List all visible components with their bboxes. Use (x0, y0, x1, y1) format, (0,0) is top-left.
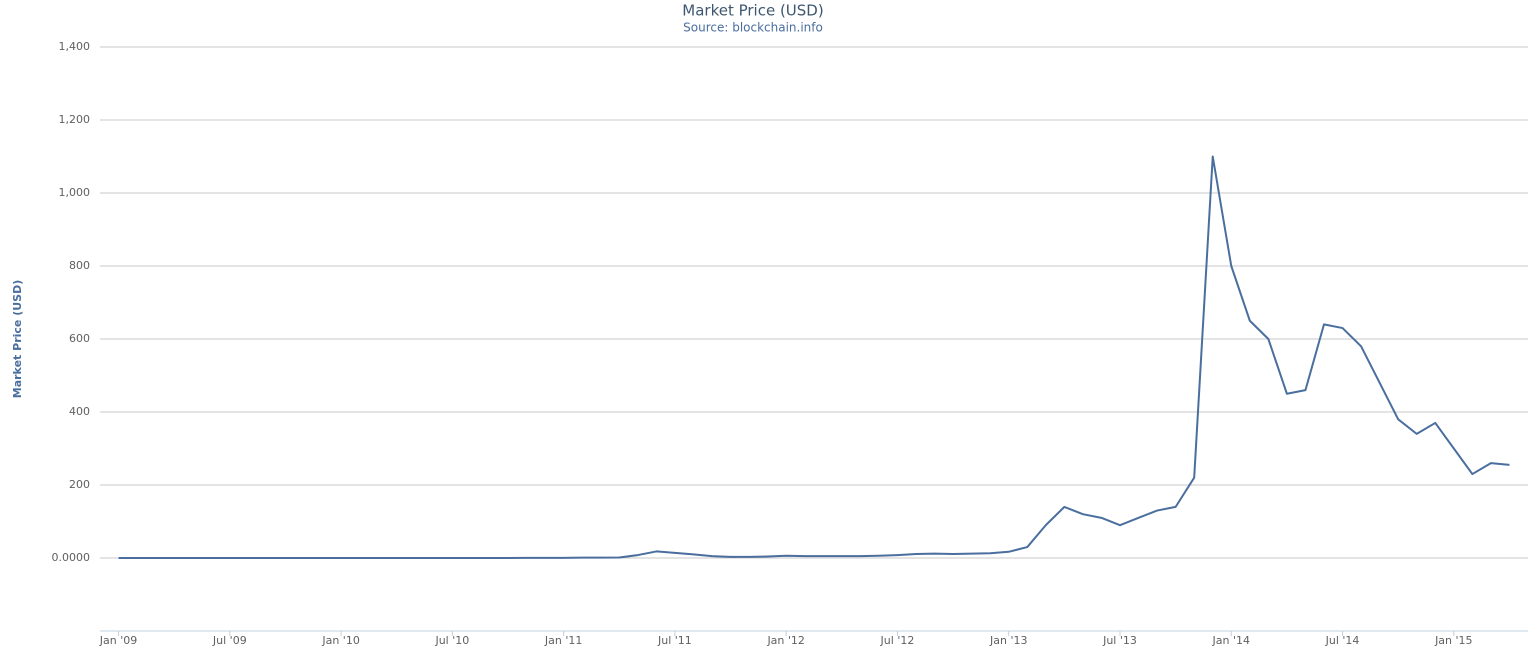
x-tick-label: Jan '11 (544, 634, 582, 647)
x-tick-label: Jan '13 (989, 634, 1027, 647)
y-tick-label: 0.0000 (52, 551, 91, 564)
price-line (118, 155, 1510, 559)
x-tick-label: Jul '13 (1102, 634, 1137, 647)
x-tick-label: Jan '10 (321, 634, 359, 647)
x-tick-label: Jan '12 (766, 634, 804, 647)
y-tick-label: 1,200 (59, 113, 91, 126)
chart-subtitle: Source: blockchain.info (683, 21, 823, 35)
y-tick-label: 1,400 (59, 40, 91, 53)
y-axis-label: Market Price (USD) (11, 280, 24, 398)
x-tick-label: Jan '15 (1434, 634, 1472, 647)
x-tick-label: Jul '09 (212, 634, 247, 647)
x-tick-label: Jan '09 (99, 634, 137, 647)
x-tick-label: Jul '11 (657, 634, 692, 647)
chart-title: Market Price (USD) (682, 2, 823, 20)
y-tick-label: 200 (69, 478, 90, 491)
y-tick-label: 400 (69, 405, 90, 418)
x-tick-label: Jul '14 (1325, 634, 1360, 647)
y-tick-label: 600 (69, 332, 90, 345)
y-tick-label: 800 (69, 259, 90, 272)
x-tick-label: Jul '10 (434, 634, 469, 647)
y-tick-label: 1,000 (59, 186, 91, 199)
x-tick-label: Jul '12 (880, 634, 915, 647)
x-tick-label: Jan '14 (1212, 634, 1250, 647)
